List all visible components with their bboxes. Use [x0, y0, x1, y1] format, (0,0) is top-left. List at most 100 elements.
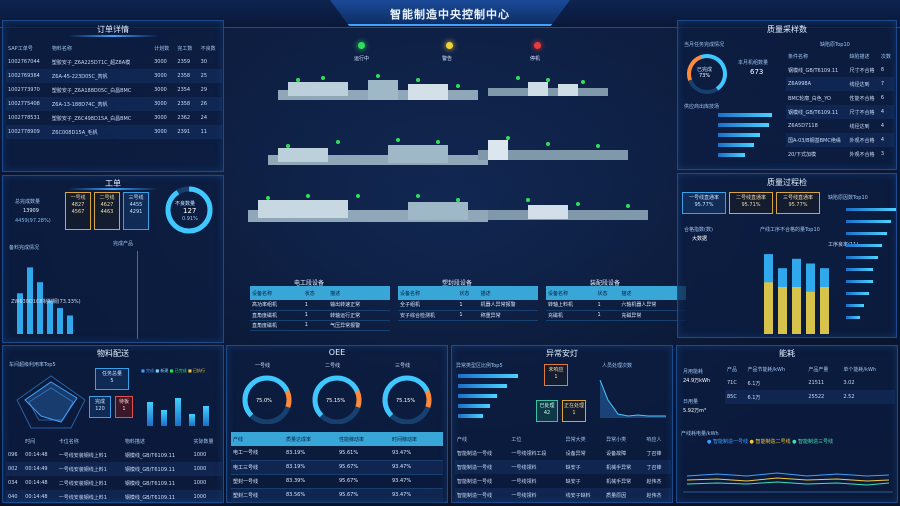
done-box[interactable]: 完成 120: [89, 396, 111, 418]
process-bar-secondary[interactable]: [764, 282, 773, 334]
task-total-box[interactable]: 任务总量 5: [95, 368, 129, 390]
energy-row[interactable]: 85C 6.1万 25522 2.52: [725, 390, 895, 404]
abnormal-row[interactable]: 智能制造一号线 一号线领料 缺安子 机械手异常 丁召锋: [455, 460, 671, 474]
defect-top-row[interactable]: 20/下式加模 外观不合格 3: [786, 147, 894, 161]
material-row[interactable]: 034 00:14:48 二号线安装钢线上料1 钢模线_GB/T6109.11 1000: [6, 476, 222, 490]
machine-status-dot[interactable]: [336, 140, 340, 144]
oee-row[interactable]: 电工一号线 83.19% 95.61% 93.47%: [231, 446, 443, 461]
machine-status-dot[interactable]: [416, 78, 420, 82]
order-row[interactable]: 1002775408 Z6A-13-188D74C_芮帆 3000 2358 26: [6, 97, 222, 111]
equip-row[interactable]: 全子组机 1 机器人异常报警: [398, 300, 538, 311]
material-bar[interactable]: [67, 315, 73, 335]
process-bar-secondary[interactable]: [792, 287, 801, 334]
process-bar-secondary[interactable]: [806, 291, 815, 334]
process-hbar[interactable]: [846, 220, 891, 223]
oee-row[interactable]: 塑封二号线 83.56% 95.67% 93.47%: [231, 488, 443, 503]
line1-card[interactable]: 一号线 4827 4567: [65, 192, 91, 230]
energy-row[interactable]: 71C 6.1万 21511 3.02: [725, 376, 895, 390]
defect-top-row[interactable]: BMC轮廓_白色_YO 性能不合格 6: [786, 91, 894, 105]
order-row[interactable]: 1002769364 Z6A-45-223D05C_芮帆 3000 2358 25: [6, 69, 222, 83]
machine-status-dot[interactable]: [296, 78, 300, 82]
defect-top-row[interactable]: 钢模线_GB/T6109.11 尺寸不合格 4: [786, 105, 894, 119]
abnormal-bar[interactable]: [458, 404, 490, 408]
supplier-bar[interactable]: [718, 113, 772, 117]
oee-row[interactable]: 塑封一号线 83.39% 95.67% 93.47%: [231, 474, 443, 489]
machine-status-dot[interactable]: [546, 142, 550, 146]
supplier-bar[interactable]: [718, 123, 769, 127]
supplier-bar[interactable]: [718, 133, 760, 137]
process-bar-secondary[interactable]: [820, 287, 829, 334]
pending-box[interactable]: 待板 1: [115, 396, 133, 418]
abnormal-row[interactable]: 智能制造一号线 一号线领料 缺安子 机械手异常 赵伟杰: [455, 474, 671, 488]
material-row[interactable]: 002 00:14:49 一号线安装钢线上料1 钢模线_GB/T6109.11 1000: [6, 462, 222, 476]
machine-status-dot[interactable]: [416, 194, 420, 198]
oee-row[interactable]: 装配一号线83.19%95.61%93.47%: [231, 502, 443, 506]
machine-status-dot[interactable]: [526, 198, 530, 202]
process-hbar[interactable]: [846, 316, 860, 319]
machine-status-dot[interactable]: [396, 138, 400, 142]
material-bar[interactable]: [47, 300, 53, 334]
process-hbar[interactable]: [846, 268, 873, 271]
handled-box[interactable]: 已处理 42: [536, 400, 558, 422]
equip-row[interactable]: 高功率组机 1 输出转速正常: [250, 300, 390, 311]
processing-box[interactable]: 正在处理 1: [562, 400, 586, 422]
defect-top-row[interactable]: Z6A998A 线径达到 7: [786, 77, 894, 91]
material-row[interactable]: 040 00:14:48 一号线安装钢线上料1 钢模线_GB/T6109.11 1000: [6, 490, 222, 504]
process-hbar[interactable]: [846, 292, 869, 295]
machine-status-dot[interactable]: [456, 198, 460, 202]
equip-row[interactable]: 转轴上料机 1 六轴机器人异常: [546, 300, 686, 311]
machine-status-dot[interactable]: [546, 78, 550, 82]
supplier-bar[interactable]: [718, 153, 745, 157]
line2-card[interactable]: 二号线 4627 4463: [94, 192, 120, 230]
material-bar[interactable]: [37, 282, 43, 334]
process-bar-secondary[interactable]: [778, 287, 787, 334]
supplier-bar[interactable]: [718, 143, 754, 147]
material-dist-bar[interactable]: [147, 402, 153, 426]
material-dist-bar[interactable]: [161, 410, 167, 426]
material-bar[interactable]: [17, 293, 23, 334]
machine-status-dot[interactable]: [306, 194, 310, 198]
machine-status-dot[interactable]: [626, 204, 630, 208]
machine-status-dot[interactable]: [376, 74, 380, 78]
material-dist-bar[interactable]: [175, 398, 181, 426]
process-hbar[interactable]: [846, 256, 878, 259]
equip-row[interactable]: 直角度磁机 1 转轴运行正常: [250, 310, 390, 321]
machine-status-dot[interactable]: [286, 144, 290, 148]
unresponded-box[interactable]: 未响应 1: [544, 364, 568, 386]
process-hbar[interactable]: [846, 232, 887, 235]
equip-row[interactable]: 安子综合检测机 1 称重异常: [398, 310, 538, 321]
machine-status-dot[interactable]: [506, 136, 510, 140]
machine-status-dot[interactable]: [436, 140, 440, 144]
defect-top-row[interactable]: 国A-03/B钢基BMC绝缘 外观不合格 4: [786, 133, 894, 147]
material-row[interactable]: 096 00:14:48 一号线安装钢线上料1 钢模线_GB/T6109.11 1000: [6, 448, 222, 462]
order-row[interactable]: 1002778909 Z6C008D15A_毛帆 3000 2391 11: [6, 125, 222, 139]
machine-status-dot[interactable]: [321, 76, 325, 80]
material-bar[interactable]: [57, 308, 63, 334]
process-card[interactable]: 二号线直通率 95.71%: [729, 192, 773, 214]
process-hbar[interactable]: [846, 304, 864, 307]
abnormal-bar[interactable]: [458, 394, 497, 398]
machine-status-dot[interactable]: [581, 80, 585, 84]
equip-row[interactable]: 充磁机 1 充磁异常: [546, 310, 686, 321]
order-row[interactable]: 1002778531 塑胶安子_Z6C498D15A_白昌BMC 3000 2362 2…: [6, 111, 222, 125]
machine-status-dot[interactable]: [516, 76, 520, 80]
machine-status-dot[interactable]: [456, 84, 460, 88]
equip-row[interactable]: 直角度磁机 1 气压异常报警: [250, 320, 390, 331]
process-hbar[interactable]: [846, 244, 882, 247]
material-dist-bar[interactable]: [189, 414, 195, 426]
process-hbar[interactable]: [846, 280, 873, 283]
process-card[interactable]: 一号线直通率 95.77%: [682, 192, 726, 214]
abnormal-bar[interactable]: [458, 384, 507, 388]
process-hbar[interactable]: [846, 208, 896, 211]
defect-top-row[interactable]: 钢模线_GB/T6109.11 尺寸不合格 8: [786, 63, 894, 77]
material-bar[interactable]: [27, 267, 33, 334]
abnormal-bar[interactable]: [458, 414, 483, 418]
machine-status-dot[interactable]: [596, 144, 600, 148]
abnormal-row[interactable]: 智能制造一号线 一号线领料工段 设备异常 设备故障 丁召锋: [455, 446, 671, 460]
machine-status-dot[interactable]: [356, 194, 360, 198]
machine-status-dot[interactable]: [266, 196, 270, 200]
defect-top-row[interactable]: Z6A5D7118 线径达到 4: [786, 119, 894, 133]
order-row[interactable]: 1002767044 塑胶安子_Z6A225D71C_超Z8A模 3000 2359 3…: [6, 55, 222, 69]
line3-card[interactable]: 三号线 4455 4291: [123, 192, 149, 230]
